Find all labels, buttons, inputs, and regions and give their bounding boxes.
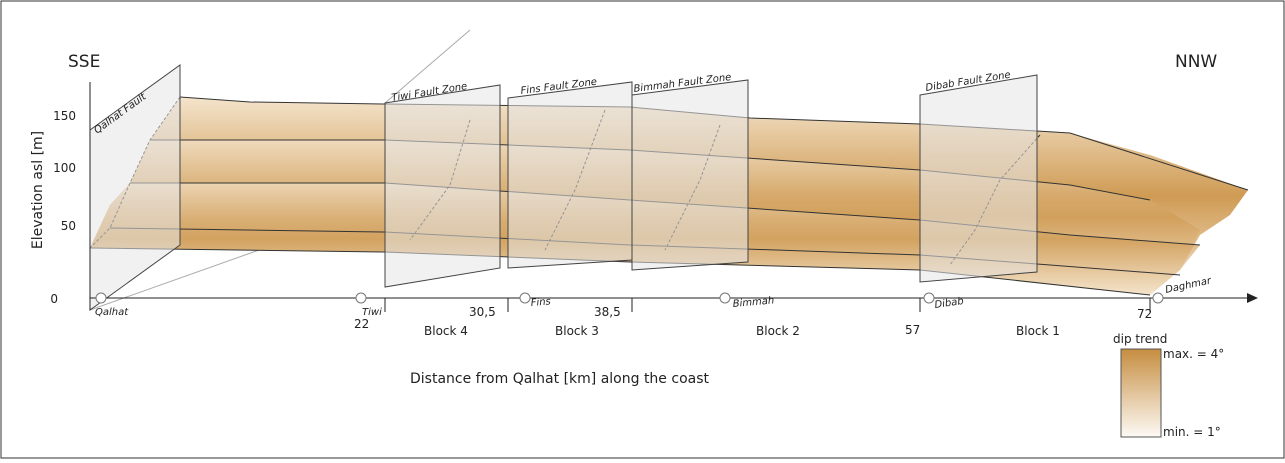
x-tick-label: 22 <box>354 317 369 331</box>
block-label: Block 1 <box>1016 324 1060 338</box>
place-label: Fins <box>530 296 551 309</box>
x-tick-label: 38,5 <box>594 305 621 319</box>
orientation-right: NNW <box>1175 52 1217 72</box>
orientation-left: SSE <box>68 52 100 72</box>
diagram: SSE NNW Elevation asl [m] 150 100 50 0 2… <box>0 0 1285 459</box>
block-label: Block 3 <box>555 324 599 338</box>
y-tick-label: 50 <box>61 219 76 233</box>
legend-min: min. = 1° <box>1163 425 1221 439</box>
block-label: Block 2 <box>756 324 800 338</box>
place-label: Tiwi <box>362 307 382 318</box>
y-tick-label: 100 <box>53 161 76 175</box>
x-tick-label: 57 <box>905 323 920 337</box>
block-label: Block 4 <box>424 324 468 338</box>
y-axis-label: Elevation asl [m] <box>30 131 46 249</box>
x-axis-label: Distance from Qalhat [km] along the coas… <box>410 371 710 387</box>
y-tick-label: 150 <box>53 109 76 123</box>
legend-gradient <box>1121 349 1161 437</box>
y-tick-label: 0 <box>50 292 58 306</box>
place-label: Qalhat <box>95 307 129 318</box>
x-tick-label: 30,5 <box>469 305 496 319</box>
legend-title: dip trend <box>1113 332 1167 346</box>
legend-max: max. = 4° <box>1163 347 1224 361</box>
x-tick-label: 72 <box>1137 307 1152 321</box>
